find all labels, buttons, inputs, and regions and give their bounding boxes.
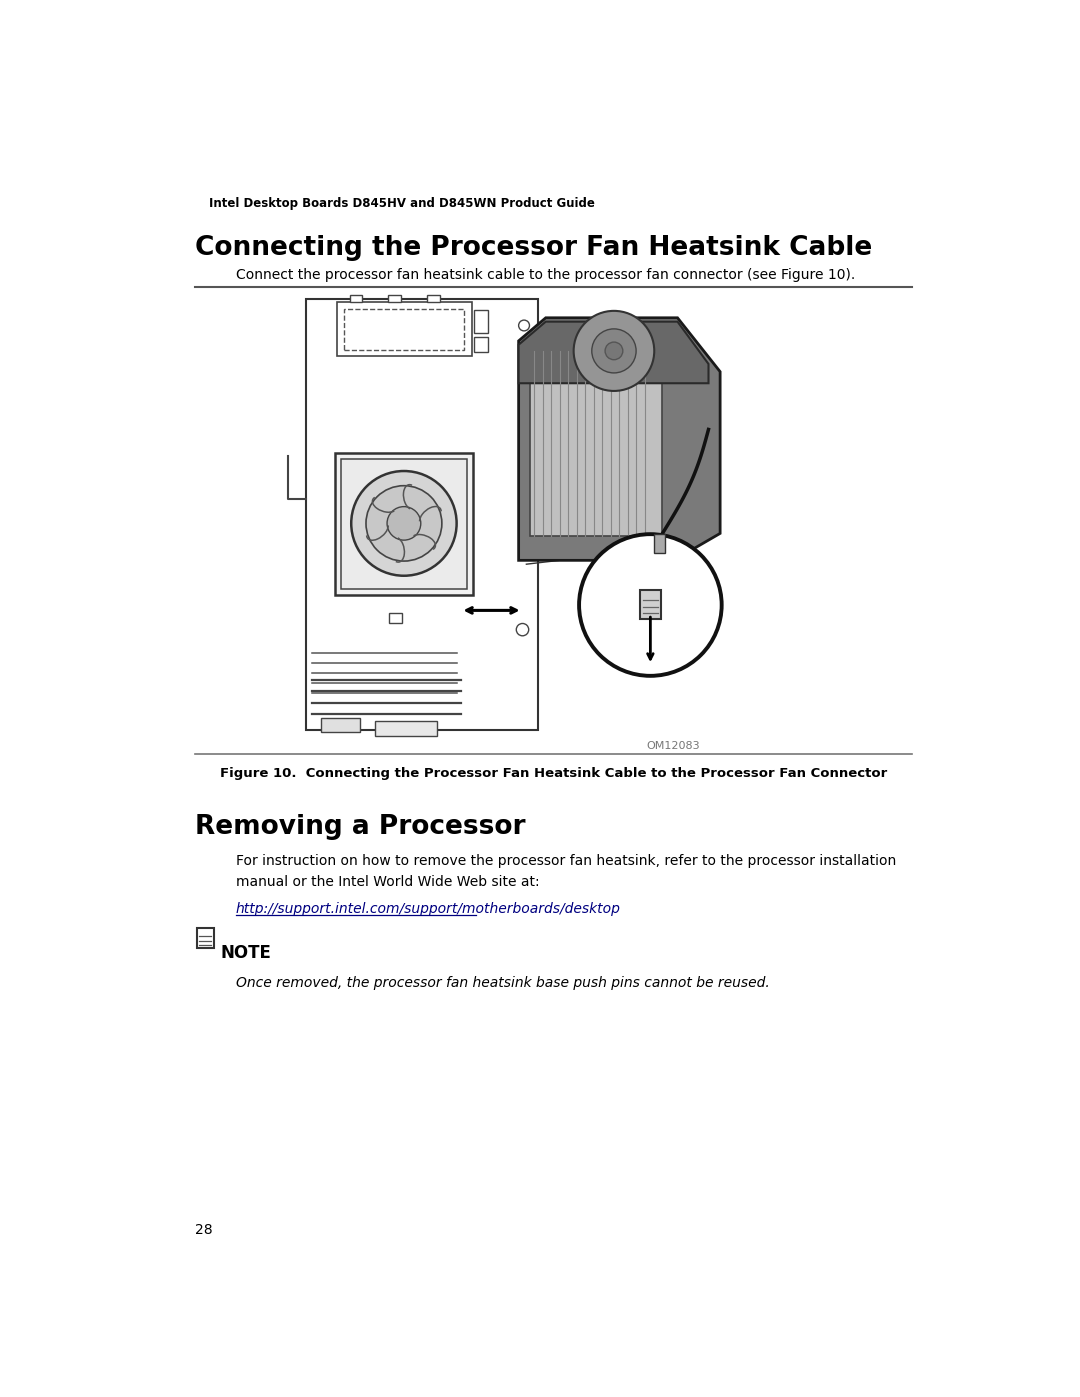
Bar xyxy=(428,295,440,302)
Bar xyxy=(389,295,401,302)
Bar xyxy=(639,590,661,619)
Bar xyxy=(474,310,488,334)
Bar xyxy=(375,721,437,736)
Circle shape xyxy=(579,534,721,676)
Bar xyxy=(530,351,662,535)
Bar xyxy=(337,302,472,356)
Text: 28: 28 xyxy=(195,1222,213,1236)
Text: NOTE: NOTE xyxy=(220,944,271,961)
Bar xyxy=(389,613,402,623)
Circle shape xyxy=(387,507,421,541)
Bar xyxy=(335,453,473,595)
Bar xyxy=(350,295,362,302)
Circle shape xyxy=(366,486,442,562)
Text: Connecting the Processor Fan Heatsink Cable: Connecting the Processor Fan Heatsink Ca… xyxy=(195,236,873,261)
Circle shape xyxy=(573,312,654,391)
Circle shape xyxy=(605,342,623,359)
Bar xyxy=(306,299,538,729)
Bar xyxy=(341,458,467,588)
Circle shape xyxy=(351,471,457,576)
Polygon shape xyxy=(518,321,708,383)
Bar xyxy=(345,309,464,351)
Text: Removing a Processor: Removing a Processor xyxy=(195,814,526,841)
Circle shape xyxy=(516,623,529,636)
Polygon shape xyxy=(518,317,720,560)
Text: Figure 10.  Connecting the Processor Fan Heatsink Cable to the Processor Fan Con: Figure 10. Connecting the Processor Fan … xyxy=(220,767,887,780)
Circle shape xyxy=(592,328,636,373)
Text: Connect the processor fan heatsink cable to the processor fan connector (see Fig: Connect the processor fan heatsink cable… xyxy=(235,268,855,282)
Bar xyxy=(321,718,360,732)
Circle shape xyxy=(518,320,529,331)
Text: For instruction on how to remove the processor fan heatsink, refer to the proces: For instruction on how to remove the pro… xyxy=(235,855,896,888)
Bar xyxy=(197,929,214,949)
Text: Intel Desktop Boards D845HV and D845WN Product Guide: Intel Desktop Boards D845HV and D845WN P… xyxy=(208,197,594,210)
Bar xyxy=(654,534,665,553)
Text: OM12083: OM12083 xyxy=(647,742,700,752)
Bar xyxy=(474,337,488,352)
Text: http://support.intel.com/support/motherboards/desktop: http://support.intel.com/support/motherb… xyxy=(235,902,621,916)
Text: Once removed, the processor fan heatsink base push pins cannot be reused.: Once removed, the processor fan heatsink… xyxy=(235,977,769,990)
